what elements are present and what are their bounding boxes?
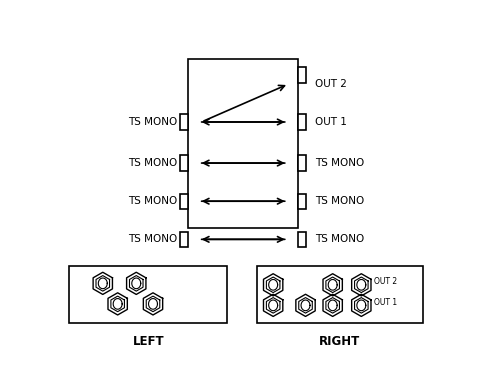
Bar (298, 232, 306, 247)
Bar (180, 194, 188, 209)
Text: OUT 1: OUT 1 (374, 298, 397, 307)
Text: TS MONO: TS MONO (315, 158, 364, 168)
Bar (298, 114, 306, 130)
Bar (180, 155, 188, 171)
Bar (257, 266, 423, 323)
Text: OUT 1: OUT 1 (315, 117, 347, 127)
Bar (298, 155, 306, 171)
Text: RIGHT: RIGHT (319, 335, 360, 348)
Text: TS MONO: TS MONO (128, 117, 177, 127)
Text: LEFT: LEFT (132, 335, 164, 348)
Bar (298, 194, 306, 209)
Bar (180, 114, 188, 130)
Text: OUT 2: OUT 2 (374, 277, 397, 287)
Text: TS MONO: TS MONO (128, 196, 177, 206)
Text: TS MONO: TS MONO (128, 234, 177, 244)
Bar (180, 232, 188, 247)
Text: TS MONO: TS MONO (315, 196, 364, 206)
Text: TS MONO: TS MONO (128, 158, 177, 168)
Bar (188, 59, 298, 227)
Text: OUT 2: OUT 2 (315, 79, 347, 89)
Bar (69, 266, 228, 323)
Bar (298, 67, 306, 83)
Text: TS MONO: TS MONO (315, 234, 364, 244)
